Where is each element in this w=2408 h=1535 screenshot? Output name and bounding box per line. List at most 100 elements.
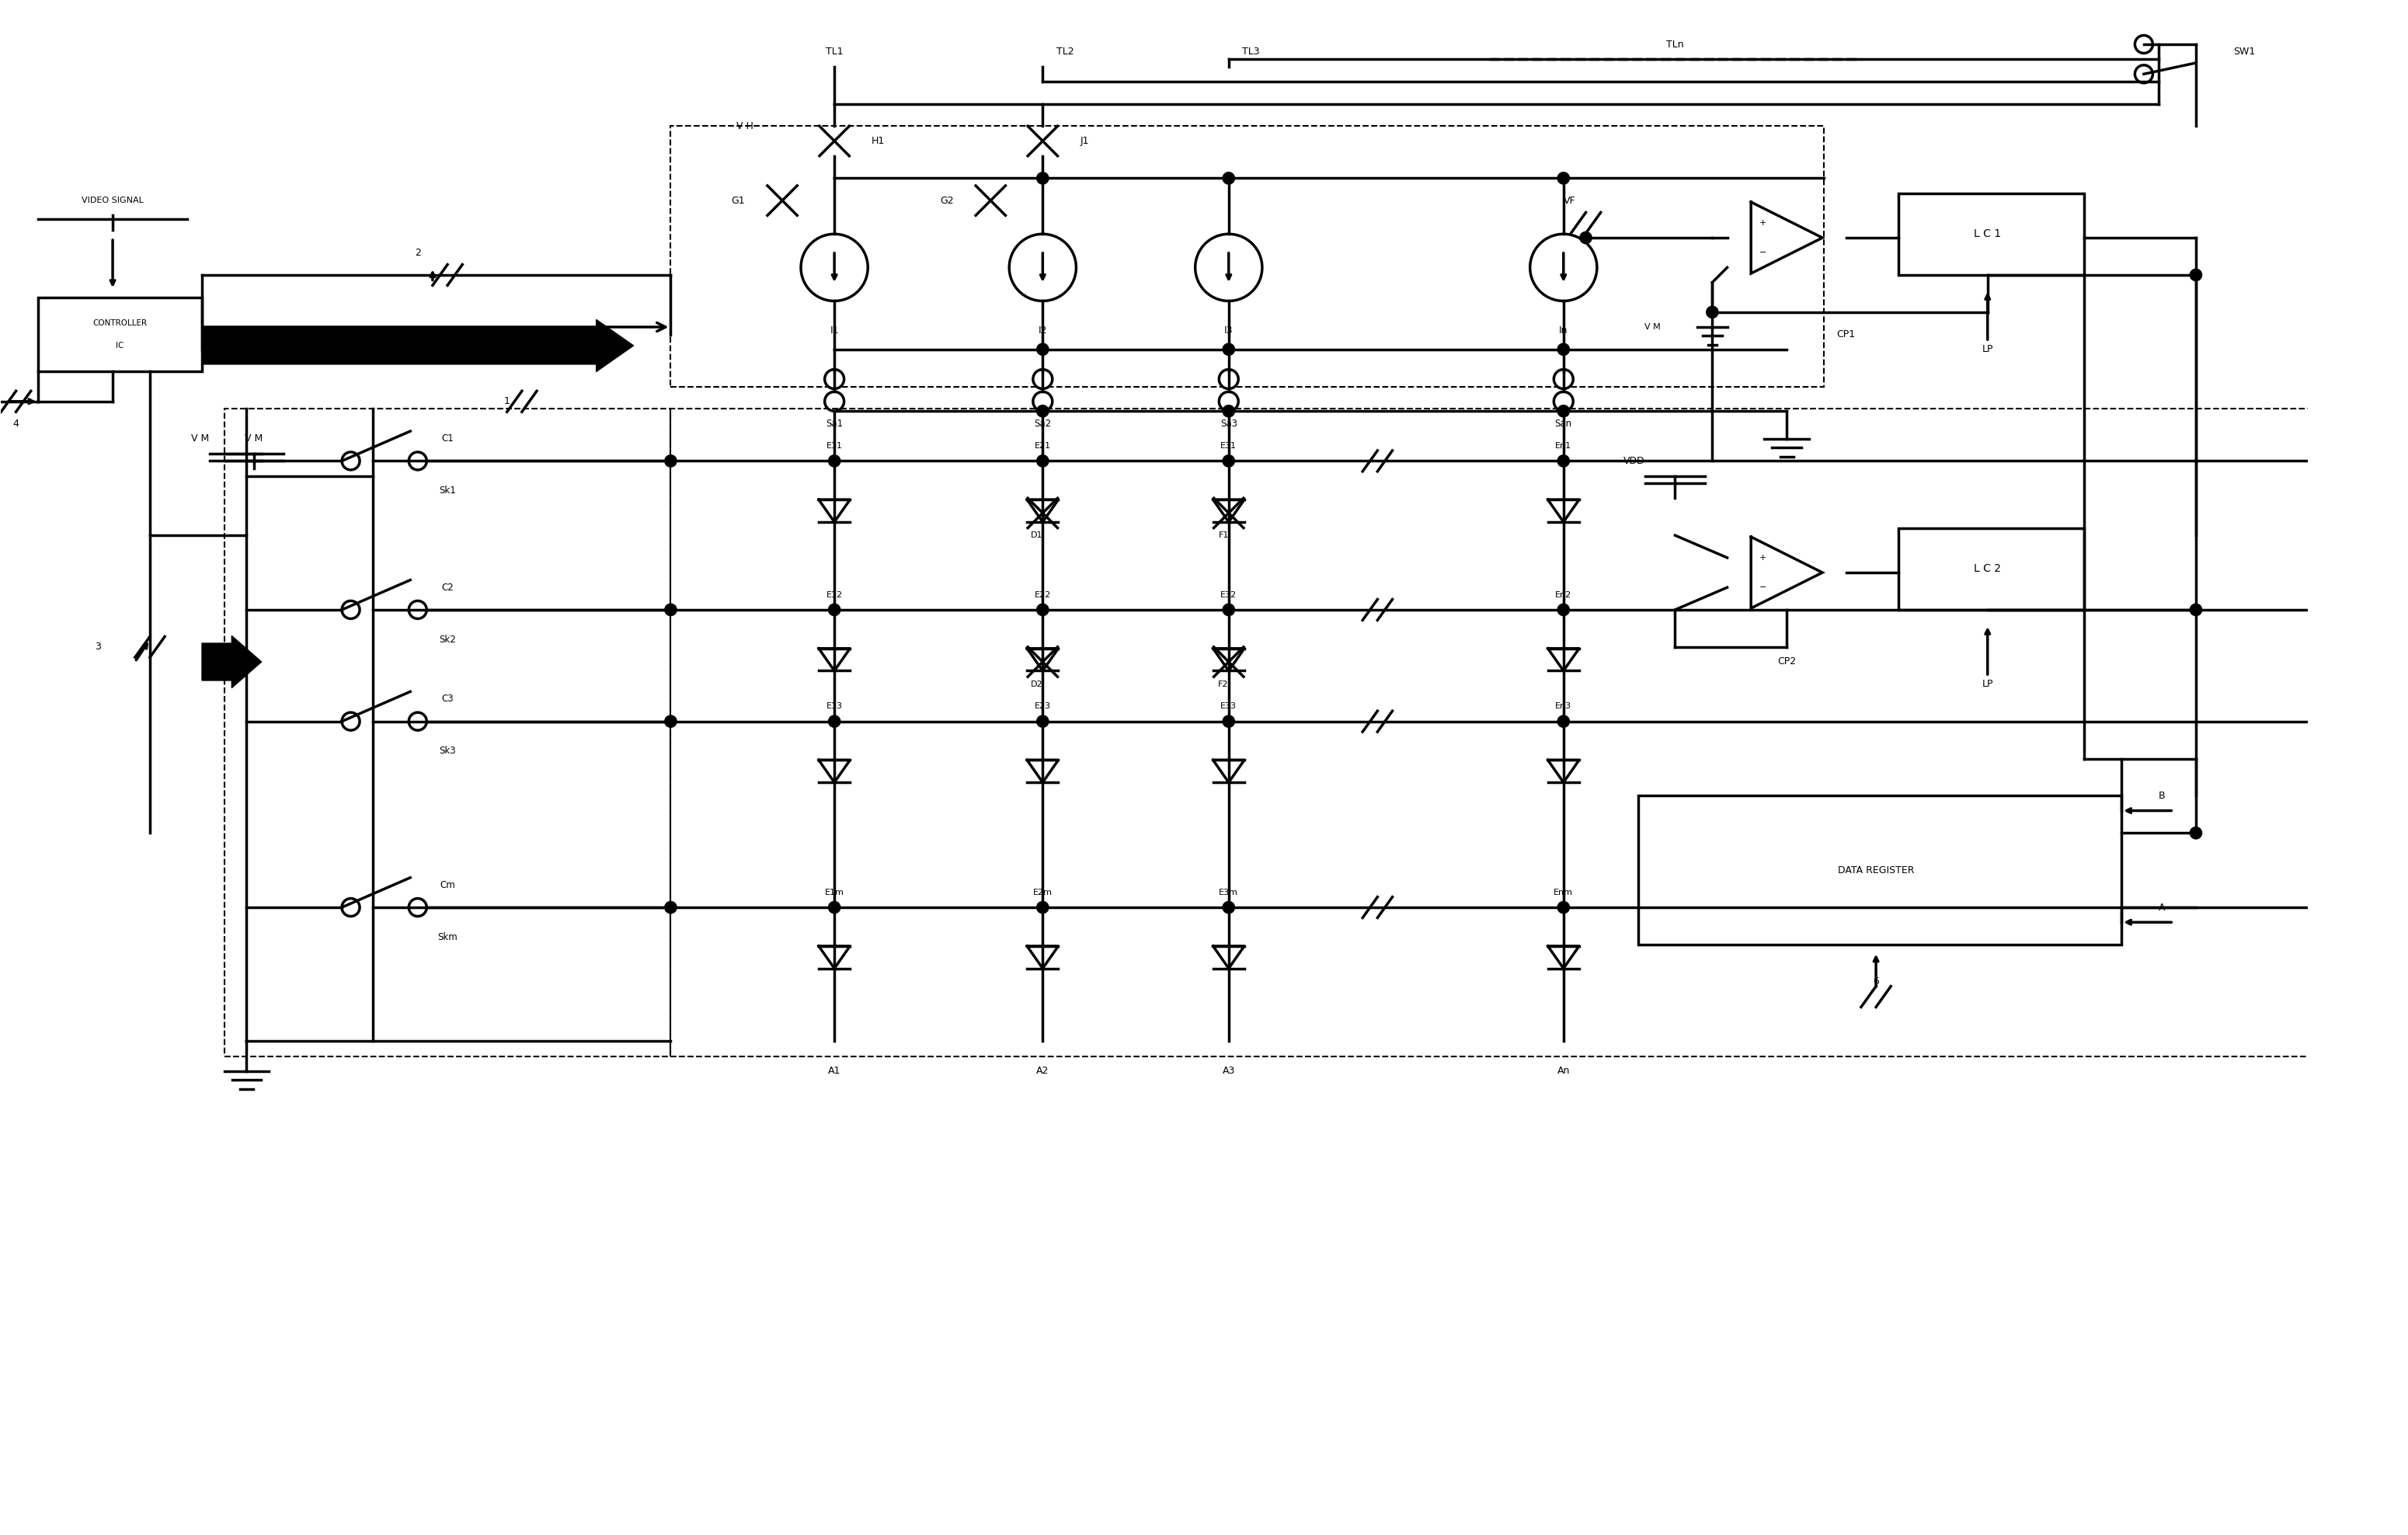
Circle shape bbox=[1033, 391, 1052, 411]
Circle shape bbox=[828, 603, 840, 616]
Text: J1: J1 bbox=[1079, 137, 1088, 146]
Text: E1m: E1m bbox=[824, 889, 845, 896]
Circle shape bbox=[1038, 344, 1047, 355]
Circle shape bbox=[409, 898, 426, 916]
Circle shape bbox=[1558, 715, 1570, 728]
Circle shape bbox=[409, 451, 426, 470]
Text: E21: E21 bbox=[1035, 442, 1050, 450]
Text: G2: G2 bbox=[939, 195, 954, 206]
Text: 6: 6 bbox=[1873, 976, 1878, 987]
Circle shape bbox=[2136, 35, 2153, 54]
Circle shape bbox=[665, 901, 677, 913]
Text: Sa1: Sa1 bbox=[826, 419, 843, 428]
Bar bbox=[224, 408, 672, 1056]
Text: E13: E13 bbox=[826, 703, 843, 711]
Circle shape bbox=[828, 901, 840, 913]
Text: +: + bbox=[1760, 220, 1767, 227]
Circle shape bbox=[1223, 603, 1235, 616]
Text: LP: LP bbox=[1982, 678, 1994, 689]
Text: 2: 2 bbox=[414, 247, 421, 258]
Text: E2m: E2m bbox=[1033, 889, 1052, 896]
Circle shape bbox=[1038, 405, 1047, 418]
Circle shape bbox=[824, 391, 845, 411]
Text: Enm: Enm bbox=[1553, 889, 1572, 896]
Circle shape bbox=[665, 715, 677, 728]
Circle shape bbox=[1223, 172, 1235, 184]
Circle shape bbox=[1033, 370, 1052, 388]
Text: E22: E22 bbox=[1035, 591, 1050, 599]
Text: C3: C3 bbox=[441, 694, 453, 705]
Text: −: − bbox=[1760, 249, 1767, 256]
Text: D1: D1 bbox=[1031, 531, 1043, 539]
Text: 1: 1 bbox=[503, 396, 510, 407]
Text: I2: I2 bbox=[1038, 325, 1047, 336]
Text: E3m: E3m bbox=[1218, 889, 1238, 896]
FancyArrow shape bbox=[202, 319, 633, 371]
Circle shape bbox=[1558, 901, 1570, 913]
Text: San: San bbox=[1556, 419, 1572, 428]
Circle shape bbox=[342, 898, 359, 916]
Circle shape bbox=[1558, 454, 1570, 467]
Circle shape bbox=[1223, 901, 1235, 913]
Bar bbox=[1637, 795, 2121, 944]
Text: TL1: TL1 bbox=[826, 46, 843, 57]
Bar bbox=[39, 298, 202, 371]
Text: CONTROLLER: CONTROLLER bbox=[94, 319, 147, 327]
Circle shape bbox=[1038, 715, 1047, 728]
Circle shape bbox=[2189, 827, 2201, 840]
Text: En2: En2 bbox=[1556, 591, 1572, 599]
Circle shape bbox=[1558, 405, 1570, 418]
Text: H1: H1 bbox=[872, 137, 886, 146]
Circle shape bbox=[1218, 391, 1238, 411]
Text: A2: A2 bbox=[1035, 1065, 1050, 1076]
Text: SW1: SW1 bbox=[2232, 46, 2254, 57]
Text: L C 1: L C 1 bbox=[1975, 229, 2001, 239]
Text: DATA REGISTER: DATA REGISTER bbox=[1837, 866, 1914, 875]
Text: E23: E23 bbox=[1035, 703, 1050, 711]
Circle shape bbox=[1553, 370, 1572, 388]
Circle shape bbox=[665, 454, 677, 467]
Text: G1: G1 bbox=[732, 195, 744, 206]
Circle shape bbox=[1558, 603, 1570, 616]
Circle shape bbox=[1558, 172, 1570, 184]
Text: Sk1: Sk1 bbox=[438, 485, 455, 496]
Circle shape bbox=[1038, 603, 1047, 616]
Circle shape bbox=[1009, 233, 1076, 301]
Circle shape bbox=[2189, 603, 2201, 616]
Text: TL2: TL2 bbox=[1057, 46, 1074, 57]
Text: Sa2: Sa2 bbox=[1033, 419, 1052, 428]
Circle shape bbox=[828, 454, 840, 467]
Circle shape bbox=[802, 233, 867, 301]
Text: B: B bbox=[2158, 791, 2165, 801]
Text: E33: E33 bbox=[1221, 703, 1238, 711]
Text: 4: 4 bbox=[12, 419, 19, 428]
Text: CP2: CP2 bbox=[1777, 657, 1796, 666]
Circle shape bbox=[2189, 269, 2201, 281]
Circle shape bbox=[1529, 233, 1597, 301]
Text: Sk3: Sk3 bbox=[438, 746, 455, 757]
Text: C2: C2 bbox=[441, 582, 453, 593]
Text: L C 2: L C 2 bbox=[1975, 563, 2001, 574]
Text: En3: En3 bbox=[1556, 703, 1572, 711]
Text: En1: En1 bbox=[1556, 442, 1572, 450]
Text: +: + bbox=[1760, 554, 1767, 562]
Circle shape bbox=[824, 370, 845, 388]
Circle shape bbox=[1038, 172, 1047, 184]
Text: TLn: TLn bbox=[1666, 40, 1683, 49]
Circle shape bbox=[2136, 64, 2153, 83]
Text: VF: VF bbox=[1563, 195, 1575, 206]
Text: TL3: TL3 bbox=[1243, 46, 1259, 57]
Circle shape bbox=[665, 603, 677, 616]
Text: Cm: Cm bbox=[441, 880, 455, 890]
Text: LP: LP bbox=[1982, 344, 1994, 355]
FancyArrow shape bbox=[202, 635, 262, 688]
Circle shape bbox=[409, 600, 426, 619]
Text: V M: V M bbox=[190, 433, 209, 444]
Text: D2: D2 bbox=[1031, 680, 1043, 688]
Bar bbox=[672, 408, 2382, 1056]
Text: E32: E32 bbox=[1221, 591, 1238, 599]
Circle shape bbox=[342, 712, 359, 731]
Circle shape bbox=[1218, 370, 1238, 388]
Text: −: − bbox=[1760, 583, 1767, 591]
Text: E12: E12 bbox=[826, 591, 843, 599]
